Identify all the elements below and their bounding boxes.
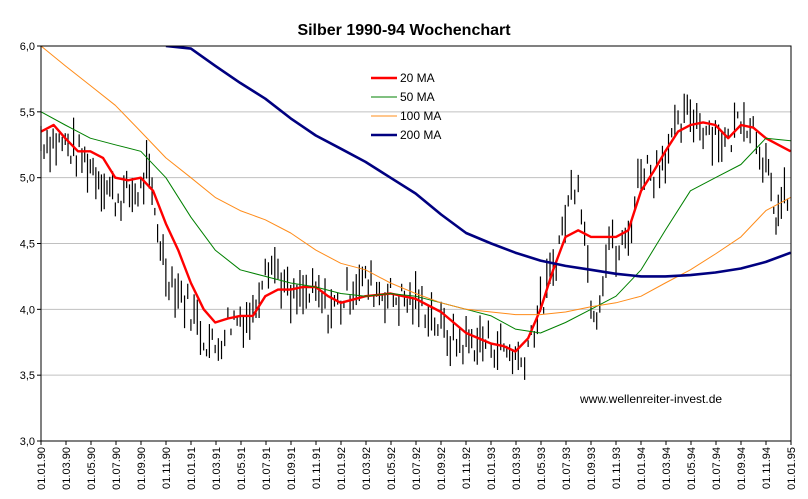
y-tick-label: 5,5 [20,107,35,119]
x-tick-label: 01.07.91 [261,447,273,490]
x-tick-label: 01.09.91 [286,447,298,490]
legend-label: 20 MA [400,71,435,85]
series-line-200-ma [165,46,791,278]
x-tick-label: 01.07.93 [561,447,573,490]
x-tick-label: 01.03.93 [511,447,523,490]
y-tick-label: 4,0 [20,304,35,316]
y-tick-label: 6,0 [20,41,35,53]
x-tick-label: 01.01.94 [636,447,648,490]
x-tick-label: 01.03.92 [361,447,373,490]
x-tick-label: 01.07.90 [111,447,123,490]
y-tick-label: 4,5 [20,239,35,251]
x-tick-label: 01.09.93 [586,447,598,490]
x-tick-label: 01.11.92 [461,447,473,489]
x-tick-label: 01.07.94 [711,447,723,490]
x-tick-label: 01.01.92 [336,447,348,490]
legend-label: 100 MA [400,109,441,123]
series-line-20-ma [41,121,791,353]
x-tick-label: 01.11.91 [311,447,323,489]
series-line-100-ma [41,46,791,316]
x-tick-label: 01.07.92 [411,447,423,490]
x-tick-label: 01.09.90 [136,447,148,490]
y-axis: 3,0 3,5 4,0 4,5 5,0 5,5 6,0 [20,41,41,448]
x-tick-label: 01.05.92 [386,447,398,490]
chart-title: Silber 1990-94 Wochenchart [297,22,511,39]
x-tick-label: 01.03.91 [211,447,223,490]
series-line-50-ma [41,111,791,334]
x-tick-label: 01.05.94 [686,447,698,490]
watermark: www.wellenreiter-invest.de [579,392,722,406]
legend: 20 MA 50 MA 100 MA 200 MA [371,71,441,142]
x-tick-label: 01.11.94 [761,447,773,489]
legend-label: 200 MA [400,128,441,142]
legend-label: 50 MA [400,90,435,104]
x-tick-label: 01.03.90 [61,447,73,490]
y-tick-label: 3,5 [20,370,35,382]
y-tick-label: 5,0 [20,173,35,185]
x-tick-label: 01.11.90 [161,447,173,489]
x-tick-label: 01.09.92 [436,447,448,490]
x-tick-label: 01.11.93 [611,447,623,489]
series-lines [41,46,791,353]
x-tick-label: 01.09.94 [736,447,748,490]
x-tick-label: 01.01.95 [786,447,798,490]
x-tick-label: 01.03.94 [661,447,673,490]
x-axis: 01.01.90 01.03.90 01.05.90 01.07.90 01.09.90… [36,441,798,490]
x-tick-label: 01.05.91 [236,447,248,490]
x-tick-label: 01.01.90 [36,447,48,490]
x-tick-label: 01.01.93 [486,447,498,490]
x-tick-label: 01.05.93 [536,447,548,490]
y-tick-label: 3,0 [20,436,35,448]
x-tick-label: 01.05.90 [86,447,98,490]
x-tick-label: 01.01.91 [186,447,198,490]
